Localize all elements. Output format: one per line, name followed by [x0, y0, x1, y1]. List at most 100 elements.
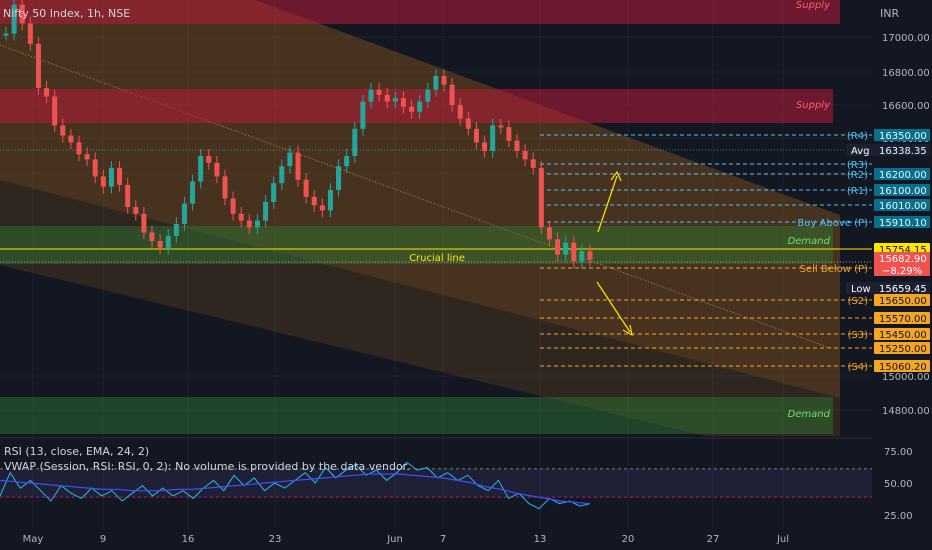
candle-body[interactable]: [571, 242, 577, 262]
candle-body[interactable]: [125, 184, 131, 207]
candle-body[interactable]: [287, 152, 293, 167]
candle-body[interactable]: [141, 213, 147, 233]
candle-body[interactable]: [35, 43, 41, 88]
candle-body[interactable]: [352, 128, 358, 156]
level-label: (S3): [847, 330, 868, 341]
candle-body[interactable]: [295, 152, 301, 180]
level-label: Sell Below (P): [800, 264, 868, 275]
candle-body[interactable]: [482, 142, 488, 151]
time-tick-label: Jun: [386, 534, 403, 545]
candle-body[interactable]: [108, 167, 114, 187]
candle-body[interactable]: [157, 241, 163, 248]
candle-body[interactable]: [506, 127, 512, 141]
rsi-title: RSI (13, close, EMA, 24, 2): [4, 445, 150, 458]
candle-body[interactable]: [311, 196, 317, 206]
candle-body[interactable]: [165, 235, 171, 248]
candle-body[interactable]: [230, 198, 236, 214]
candle-body[interactable]: [522, 150, 528, 160]
candle-body[interactable]: [563, 242, 569, 255]
candle-body[interactable]: [181, 203, 187, 224]
up-arrow: [597, 175, 618, 233]
candle-body[interactable]: [27, 23, 33, 44]
candle-body[interactable]: [546, 227, 552, 240]
candle-body[interactable]: [425, 89, 431, 102]
price-tag-value: 16350.00: [879, 131, 927, 142]
candle-body[interactable]: [246, 220, 252, 228]
candle-body[interactable]: [336, 166, 342, 190]
price-tag-value: 15250.00: [879, 344, 927, 355]
price-tag: [874, 168, 930, 180]
candle-body[interactable]: [327, 190, 333, 211]
price-tick-label: 17000.00: [882, 33, 930, 44]
candle-body[interactable]: [84, 154, 90, 160]
zone-label: Demand: [788, 409, 831, 420]
rsi-tick-label: 75.00: [884, 447, 913, 458]
candle-body[interactable]: [133, 207, 139, 214]
candle-body[interactable]: [368, 89, 374, 102]
candle-body[interactable]: [254, 220, 260, 228]
candle-body[interactable]: [417, 101, 423, 112]
candle-body[interactable]: [198, 156, 204, 182]
down-arrow-head: [622, 324, 633, 337]
candle-body[interactable]: [490, 125, 496, 151]
candles[interactable]: [3, 0, 593, 269]
candle-body[interactable]: [52, 96, 58, 126]
candle-body[interactable]: [214, 162, 220, 177]
candle-body[interactable]: [100, 176, 106, 187]
price-tag-change: −8.29%: [882, 266, 922, 277]
rsi-pane[interactable]: [0, 437, 932, 510]
candle-body[interactable]: [409, 106, 415, 112]
zone-supply: [0, 0, 840, 24]
time-axis-bg: [0, 528, 932, 550]
candle-body[interactable]: [303, 179, 309, 197]
candle-body[interactable]: [263, 201, 269, 221]
candle-body[interactable]: [530, 159, 536, 168]
price-tick-label: 14800.00: [882, 406, 930, 417]
candle-body[interactable]: [11, 4, 17, 34]
candle-body[interactable]: [457, 105, 463, 119]
time-tick-label: 16: [182, 534, 195, 545]
candle-body[interactable]: [238, 213, 244, 221]
candle-body[interactable]: [433, 76, 439, 90]
candle-body[interactable]: [360, 101, 366, 129]
candle-body[interactable]: [473, 128, 479, 143]
candle-body[interactable]: [400, 98, 406, 107]
candle-body[interactable]: [555, 239, 561, 255]
level-label: (S4): [847, 362, 868, 373]
candle-body[interactable]: [319, 205, 325, 211]
price-tag-value: 15682.90: [879, 254, 927, 265]
candle-body[interactable]: [587, 251, 593, 260]
candle-body[interactable]: [117, 167, 123, 185]
candle-body[interactable]: [279, 166, 285, 184]
tag-label: Avg: [851, 146, 870, 157]
candle-body[interactable]: [92, 159, 98, 177]
candle-body[interactable]: [271, 183, 277, 202]
candle-body[interactable]: [384, 94, 390, 102]
candle-body[interactable]: [3, 33, 9, 36]
time-tick-label: May: [23, 534, 44, 545]
candle-body[interactable]: [222, 176, 228, 199]
candle-body[interactable]: [344, 156, 350, 167]
candle-body[interactable]: [44, 88, 50, 97]
candle-body[interactable]: [392, 98, 398, 102]
candle-body[interactable]: [76, 142, 82, 155]
candle-body[interactable]: [498, 125, 504, 128]
candle-body[interactable]: [190, 181, 196, 204]
candle-body[interactable]: [376, 89, 382, 95]
candle-body[interactable]: [579, 251, 585, 262]
candle-body[interactable]: [19, 4, 25, 24]
candle-body[interactable]: [173, 224, 179, 236]
candle-body[interactable]: [149, 232, 155, 242]
candle-body[interactable]: [68, 135, 74, 143]
candle-body[interactable]: [465, 118, 471, 129]
candle-body[interactable]: [449, 84, 455, 105]
rsi-ema-line[interactable]: [0, 473, 591, 505]
candle-body[interactable]: [60, 125, 66, 136]
time-axis[interactable]: May 9 16 23 Jun 7 13 20 27 Jul: [0, 528, 932, 550]
candle-body[interactable]: [538, 167, 544, 228]
candle-body[interactable]: [514, 140, 520, 151]
candle-body[interactable]: [441, 76, 447, 85]
zone-label: Supply: [796, 100, 831, 111]
candle-body[interactable]: [206, 156, 212, 163]
